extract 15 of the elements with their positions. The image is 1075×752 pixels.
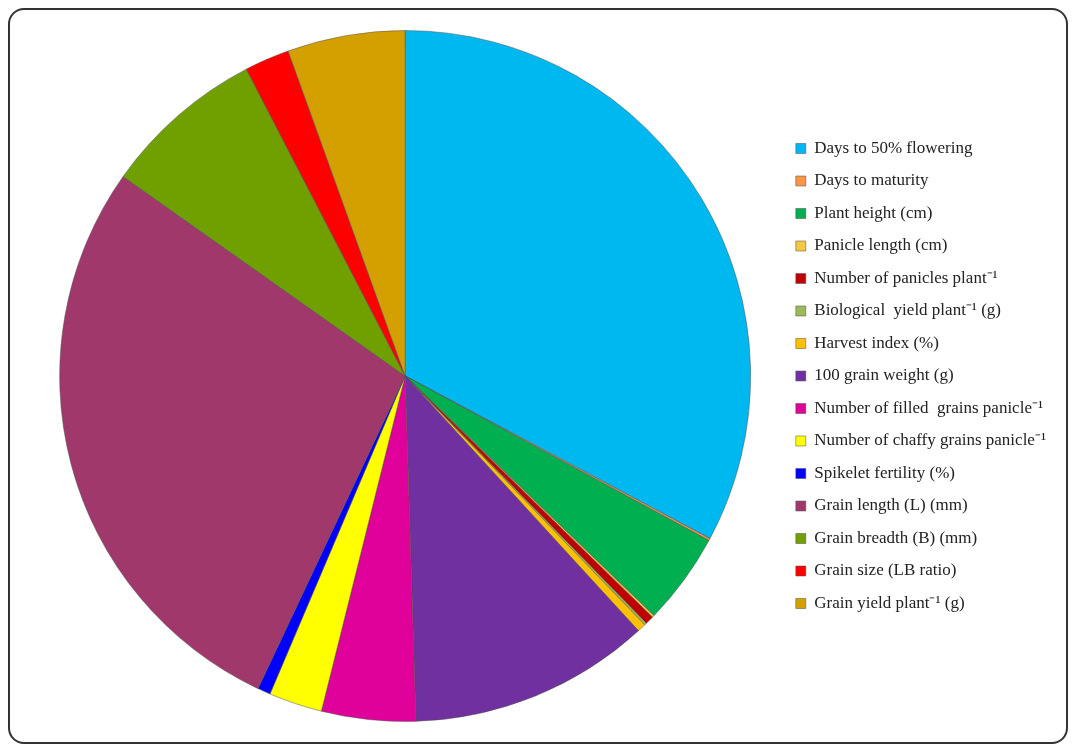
legend-label: Number of panicles plant⁻¹ [814, 267, 998, 287]
legend-label: Grain breadth (B) (mm) [814, 527, 978, 547]
legend-label: Harvest index (%) [814, 332, 939, 352]
legend-label: Grain length (L) (mm) [814, 495, 968, 515]
legend-label: Days to 50% flowering [814, 137, 973, 157]
legend-label: Biological yield plant⁻¹ (g) [814, 300, 1002, 320]
legend-label: Grain yield plant⁻¹ (g) [814, 592, 965, 612]
legend-label: Number of chaffy grains panicle⁻¹ [814, 430, 1046, 450]
legend-label: Number of filled grains panicle⁻¹ [814, 397, 1044, 417]
legend-label: Spikelet fertility (%) [814, 462, 955, 482]
legend-label: 100 grain weight (g) [814, 365, 954, 385]
legend-label: Panicle length (cm) [814, 235, 948, 255]
legend-label: Grain size (LB ratio) [814, 560, 957, 580]
legend-label: Days to maturity [814, 170, 930, 190]
legend-label: Plant height (cm) [814, 202, 933, 222]
